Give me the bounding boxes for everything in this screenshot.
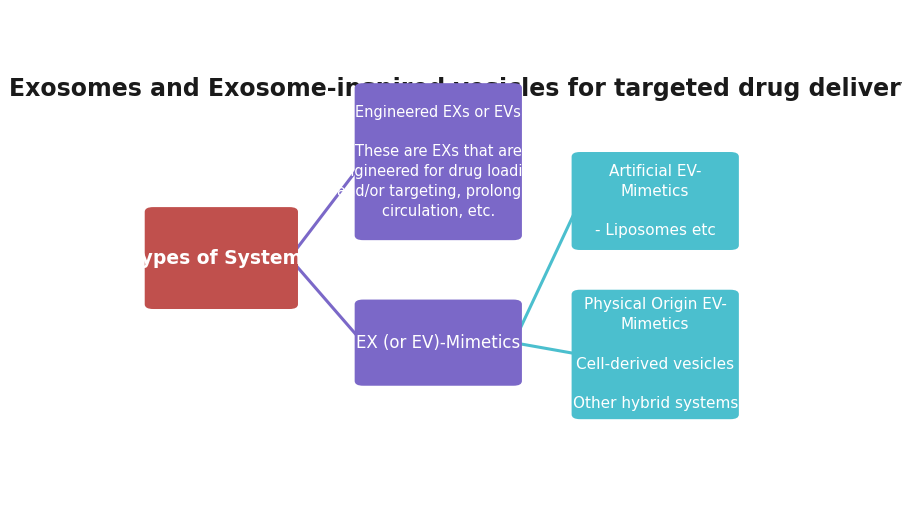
Text: EX (or EV)-Mimetics: EX (or EV)-Mimetics bbox=[355, 334, 520, 352]
Text: Artificial EV-
Mimetics

- Liposomes etc: Artificial EV- Mimetics - Liposomes etc bbox=[594, 164, 715, 238]
Text: Engineered EXs or EVs

These are EXs that are
engineered for drug loading
and/or: Engineered EXs or EVs These are EXs that… bbox=[336, 105, 540, 219]
Text: Types of Systems: Types of Systems bbox=[130, 248, 313, 268]
FancyBboxPatch shape bbox=[354, 83, 521, 240]
Text: Exosomes and Exosome-inspired vesicles for targeted drug delivery: Exosomes and Exosome-inspired vesicles f… bbox=[9, 77, 902, 101]
FancyBboxPatch shape bbox=[354, 299, 521, 386]
FancyBboxPatch shape bbox=[571, 290, 738, 419]
FancyBboxPatch shape bbox=[144, 207, 298, 309]
FancyBboxPatch shape bbox=[571, 152, 738, 250]
Text: Physical Origin EV-
Mimetics

Cell-derived vesicles

Other hybrid systems: Physical Origin EV- Mimetics Cell-derive… bbox=[572, 297, 737, 411]
